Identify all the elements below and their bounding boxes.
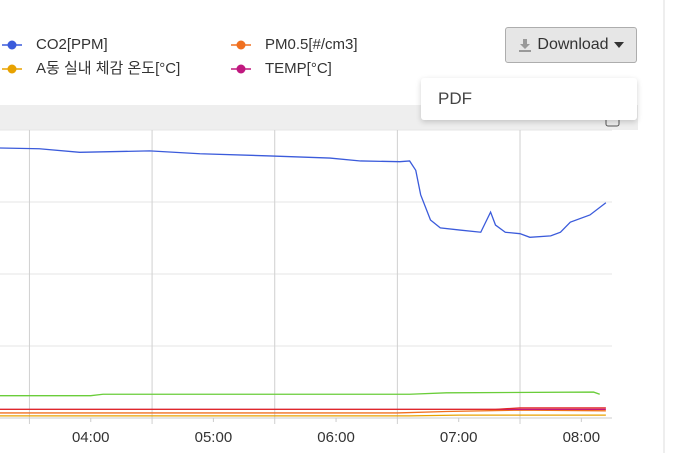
caret (613, 42, 624, 48)
legend-label: PM0.5[#/cm3] (265, 36, 358, 53)
legend-label: CO2[PPM] (36, 36, 108, 53)
download-menu: PDF (421, 78, 637, 120)
x-tick-label: 06:00 (317, 429, 355, 446)
x-tick-label: 05:00 (195, 429, 233, 446)
menu-item[interactable]: PDF (438, 89, 472, 108)
download-label: Download (537, 36, 609, 53)
series-line (0, 147, 607, 238)
download-button[interactable]: Download (505, 27, 637, 63)
legend-marker (7, 64, 17, 74)
x-tick-label: 04:00 (72, 429, 110, 446)
series-line (0, 391, 600, 397)
x-tick-label: 08:00 (563, 429, 601, 446)
legend-marker (7, 40, 17, 50)
menu-arrow (594, 71, 608, 79)
series-line (0, 407, 606, 411)
legend-label: TEMP[°C] (265, 60, 332, 77)
x-tick-label: 07:00 (440, 429, 478, 446)
series-line (0, 409, 606, 414)
legend-marker (236, 40, 246, 50)
series-line (0, 414, 606, 417)
download-icon (519, 39, 532, 52)
legend-marker (236, 64, 246, 74)
legend-label: A동 실내 체감 온도[°C] (36, 60, 180, 77)
